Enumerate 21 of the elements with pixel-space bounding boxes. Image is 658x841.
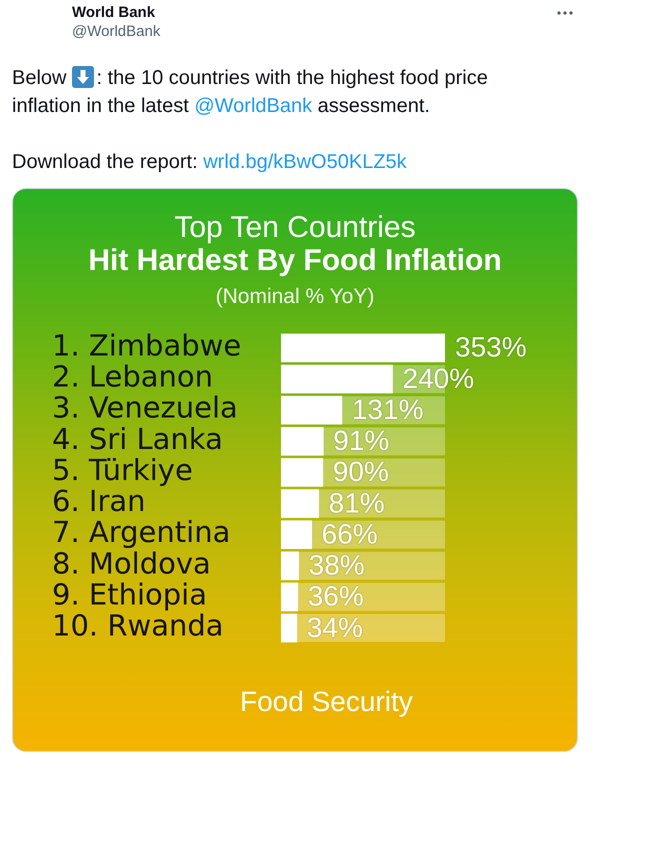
text: Below [12,67,66,89]
chart-subtitle: (Nominal % YoY) [214,285,376,309]
data-label: 34% [306,611,363,642]
data-label: 81% [328,486,385,518]
data-label: 90% [332,456,389,487]
y-tick-label: 9. Ethiopia [52,576,207,611]
text: Download the report: wrld.bg/kBwO50KLZ5k [12,151,407,173]
data-label: 36% [308,580,364,612]
data-label: 240% [402,362,474,394]
chart-title: Top Ten Countries Hit Hardest By Food Inflation [87,211,503,277]
data-label: 91% [333,424,390,456]
text: inflation in the latest @WorldBank assessment. [12,95,430,117]
text: Food Security [240,686,413,718]
y-tick-label: 1. Zimbabwe [52,328,242,362]
data-label: 38% [308,549,365,580]
text: : the 10 countries with the highest food price [96,67,488,89]
data-label: 66% [322,518,378,549]
data-label: 353% [455,331,527,362]
data-label: 131% [352,393,424,424]
text: World Bank [72,3,156,23]
text: @WorldBank [72,22,160,42]
